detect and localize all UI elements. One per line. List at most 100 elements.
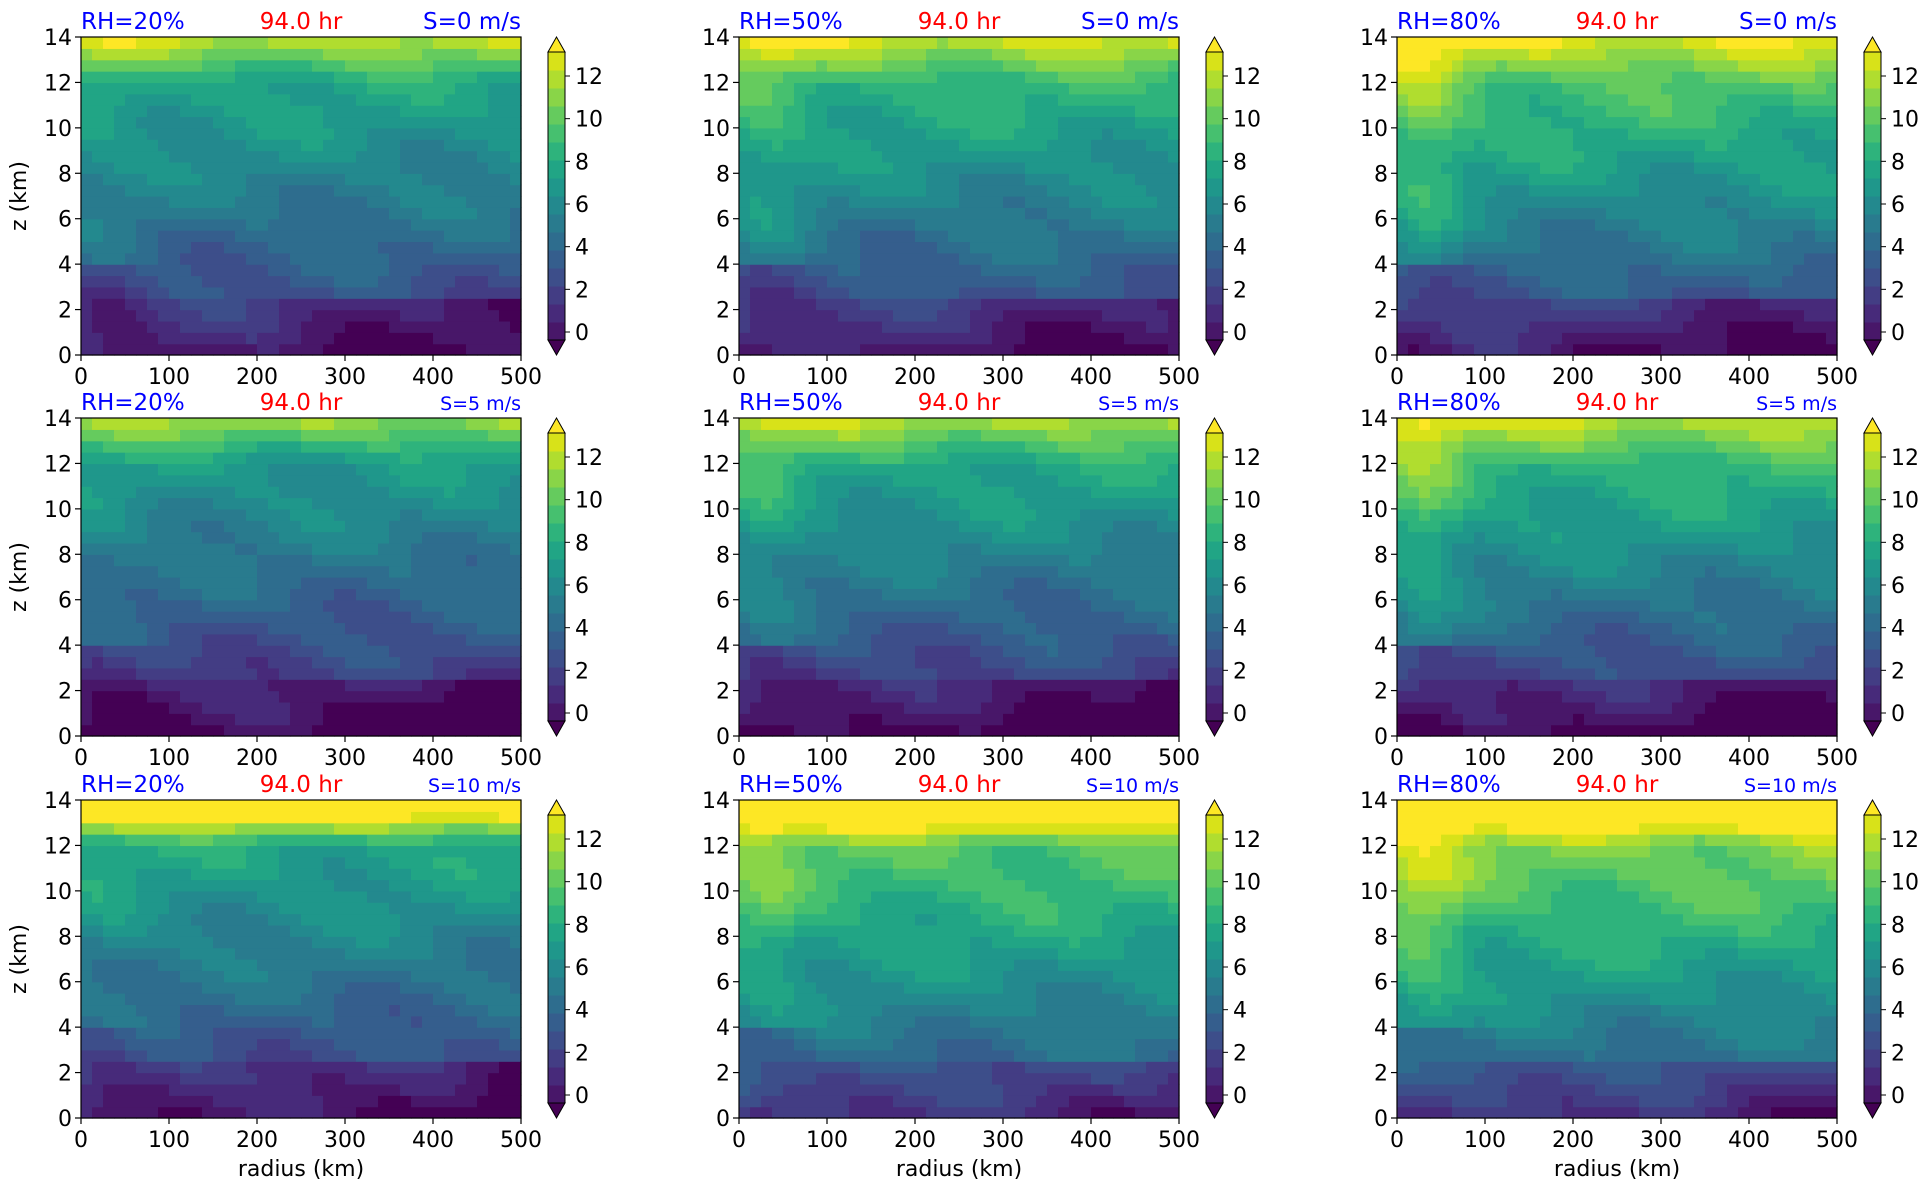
heatmap-cell: [433, 332, 445, 345]
heatmap-cell: [1782, 196, 1794, 208]
heatmap-cell: [312, 486, 324, 499]
heatmap-cell: [323, 161, 335, 174]
heatmap-cell: [400, 429, 412, 442]
heatmap-cell: [367, 82, 379, 95]
heatmap-cell: [1463, 71, 1475, 84]
heatmap-cell: [1058, 105, 1070, 118]
heatmap-cell: [750, 679, 762, 692]
heatmap-cell: [136, 667, 148, 680]
heatmap-cell: [1146, 252, 1158, 265]
heatmap-cell: [1727, 173, 1739, 186]
heatmap-cell: [103, 184, 115, 197]
heatmap-cell: [1529, 37, 1541, 49]
heatmap-cell: [937, 286, 949, 299]
heatmap-cell: [1738, 264, 1750, 277]
heatmap-cell: [1749, 71, 1761, 84]
heatmap-cell: [356, 474, 368, 487]
heatmap-cell: [301, 611, 313, 624]
heatmap-cell: [169, 565, 181, 578]
colorbar-band: [548, 160, 565, 179]
heatmap-cell: [213, 207, 225, 220]
heatmap-cell: [169, 48, 181, 61]
heatmap-cell: [180, 724, 192, 737]
heatmap-cell: [323, 105, 335, 118]
heatmap-cell: [301, 565, 313, 578]
heatmap-cell: [202, 275, 214, 288]
heatmap-cell: [1694, 207, 1706, 220]
heatmap-cell: [466, 71, 478, 84]
heatmap-cell: [1562, 264, 1574, 277]
heatmap-cell: [1080, 320, 1092, 333]
heatmap-cell: [477, 679, 489, 692]
heatmap-cell: [1551, 286, 1563, 299]
heatmap-cell: [92, 429, 104, 442]
heatmap-cell: [1135, 82, 1147, 95]
heatmap-cell: [224, 656, 236, 669]
heatmap-cell: [1485, 184, 1497, 197]
heatmap-cell: [433, 275, 445, 288]
heatmap-cell: [1782, 230, 1794, 243]
heatmap-cell: [301, 320, 313, 333]
heatmap-cell: [838, 332, 850, 345]
heatmap-cell: [1419, 105, 1431, 118]
heatmap-cell: [136, 59, 148, 72]
heatmap-cell: [213, 93, 225, 106]
heatmap-cell: [1804, 71, 1816, 84]
heatmap-cell: [389, 173, 401, 186]
heatmap-cell: [411, 588, 423, 601]
heatmap-cell: [444, 531, 456, 544]
heatmap-cell: [246, 196, 258, 208]
heatmap-cell: [345, 656, 357, 669]
heatmap-cell: [1683, 218, 1695, 231]
heatmap-cell: [147, 622, 159, 635]
y-axis-label: z (km): [7, 161, 32, 231]
heatmap-cell: [860, 93, 872, 106]
heatmap-cell: [1628, 82, 1640, 95]
heatmap-cell: [827, 622, 839, 635]
heatmap-cell: [147, 82, 159, 95]
heatmap-cell: [794, 241, 806, 254]
heatmap-cell: [772, 463, 784, 476]
heatmap-cell: [794, 207, 806, 220]
heatmap-cell: [235, 230, 247, 243]
heatmap-cell: [213, 71, 225, 84]
heatmap-cell: [739, 486, 751, 499]
heatmap-cell: [1804, 218, 1816, 231]
heatmap-cell: [981, 105, 993, 118]
heatmap-cell: [180, 588, 192, 601]
heatmap-cell: [849, 196, 861, 208]
heatmap-cell: [92, 701, 104, 714]
heatmap-cell: [411, 252, 423, 265]
heatmap-cell: [904, 71, 916, 84]
heatmap-cell: [1595, 286, 1607, 299]
heatmap-cell: [477, 127, 489, 140]
heatmap-cell: [761, 230, 773, 243]
heatmap-cell: [1036, 286, 1048, 299]
heatmap-cell: [1485, 139, 1497, 152]
heatmap-cell: [860, 286, 872, 299]
heatmap-cell: [1419, 230, 1431, 243]
heatmap-cell: [1760, 252, 1772, 265]
heatmap-cell: [224, 542, 236, 555]
heatmap-cell: [158, 474, 170, 487]
heatmap-cell: [158, 218, 170, 231]
heatmap-cell: [147, 599, 159, 612]
heatmap-cell: [1452, 275, 1464, 288]
heatmap-cell: [1672, 309, 1684, 322]
heatmap-cell: [257, 309, 269, 322]
heatmap-cell: [389, 127, 401, 140]
heatmap-cell: [1683, 37, 1695, 49]
heatmap-cell: [367, 701, 379, 714]
heatmap-cell: [257, 418, 269, 430]
heatmap-cell: [750, 196, 762, 208]
heatmap-cell: [739, 611, 751, 624]
heatmap-cell: [1496, 150, 1508, 163]
heatmap-cell: [1146, 82, 1158, 95]
heatmap-cell: [1146, 59, 1158, 72]
heatmap-cell: [926, 139, 938, 152]
heatmap-cell: [81, 93, 93, 106]
heatmap-cell: [268, 37, 280, 49]
heatmap-cell: [805, 93, 817, 106]
heatmap-cell: [1047, 343, 1059, 356]
heatmap-cell: [510, 332, 522, 345]
